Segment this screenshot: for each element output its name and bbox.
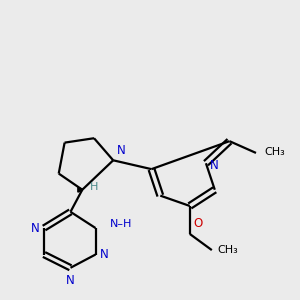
Text: N–H: N–H — [110, 219, 132, 229]
Text: CH₃: CH₃ — [218, 244, 238, 254]
Text: N: N — [117, 144, 126, 157]
Text: N: N — [210, 159, 219, 172]
Text: H: H — [90, 182, 98, 192]
Polygon shape — [78, 188, 82, 192]
Text: O: O — [193, 218, 203, 230]
Text: N: N — [100, 248, 109, 261]
Text: N: N — [66, 274, 75, 287]
Text: CH₃: CH₃ — [264, 147, 285, 158]
Text: N: N — [31, 221, 39, 235]
